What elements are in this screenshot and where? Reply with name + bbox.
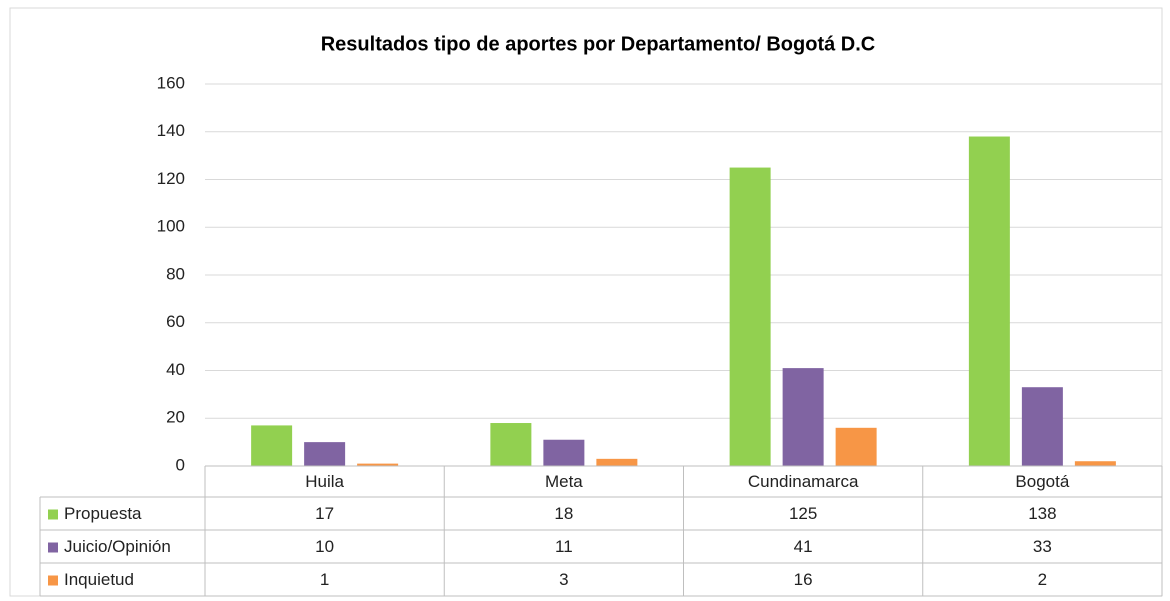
bar [1021,387,1063,466]
bar [490,423,532,466]
table-value: 125 [789,504,817,523]
chart-title: Resultados tipo de aportes por Departame… [321,33,876,55]
x-tick-label: Meta [545,472,583,491]
y-tick-label: 140 [157,121,185,140]
table-value: 16 [794,570,813,589]
bar [357,463,399,466]
table-value: 1 [320,570,329,589]
bar [251,425,293,466]
table-value: 17 [315,504,334,523]
table-value: 41 [794,537,813,556]
bar [543,439,585,466]
x-tick-label: Bogotá [1015,472,1069,491]
y-tick-label: 40 [166,360,185,379]
table-value: 10 [315,537,334,556]
y-tick-label: 80 [166,264,185,283]
bar [596,458,638,466]
legend-label: Propuesta [64,504,142,523]
y-tick-label: 0 [176,455,185,474]
bar [835,427,877,466]
y-tick-label: 120 [157,169,185,188]
y-tick-label: 100 [157,217,185,236]
legend-label: Inquietud [64,570,134,589]
y-tick-label: 20 [166,408,185,427]
y-tick-label: 160 [157,73,185,92]
legend-key [48,542,58,553]
table-value: 33 [1033,537,1052,556]
bar [304,442,346,466]
table-value: 3 [559,570,568,589]
legend-key [48,575,58,586]
bar [968,136,1010,466]
x-tick-label: Huila [305,472,344,491]
legend-key [48,509,58,520]
bar [729,167,771,466]
table-value: 138 [1028,504,1056,523]
x-tick-label: Cundinamarca [748,472,859,491]
table-value: 2 [1038,570,1047,589]
y-tick-label: 60 [166,312,185,331]
bar [782,368,824,466]
table-value: 11 [555,537,573,556]
bar [1074,461,1116,466]
table-value: 18 [554,504,573,523]
legend-label: Juicio/Opinión [64,537,171,556]
